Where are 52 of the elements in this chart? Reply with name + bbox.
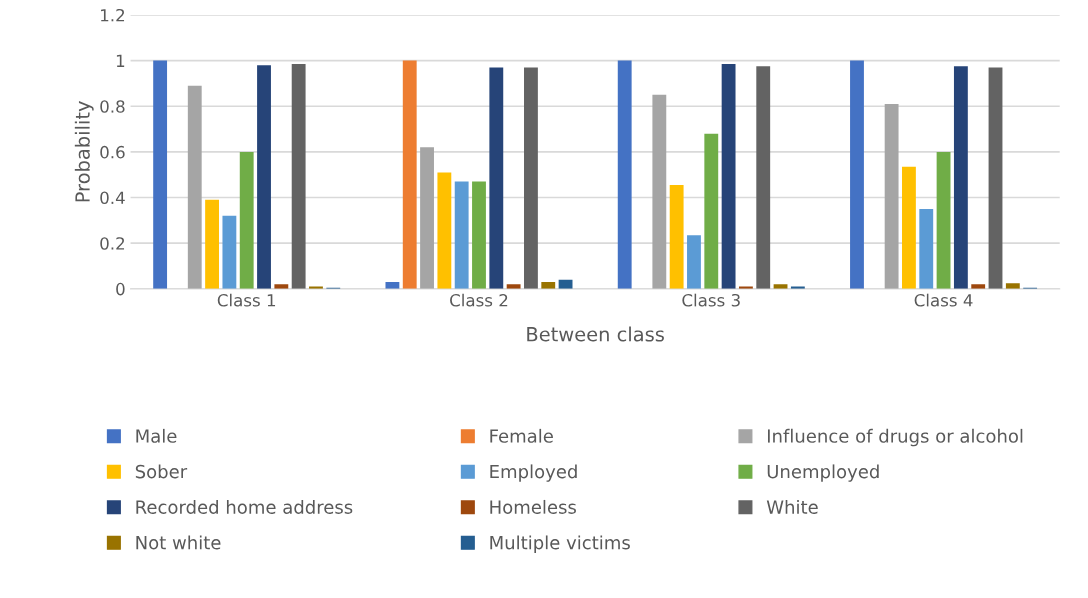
x-axis-title: Between class [527,326,664,342]
bar [687,235,701,289]
bar [704,133,719,289]
x-tick-label: Class 2 [450,293,508,307]
legend-label: Influence of drugs or alcohol [767,428,1023,447]
y-tick-label: 1.2 [101,8,125,22]
legend-label: Not white [136,535,221,550]
legend-label: Recorded home address [136,499,353,514]
legend-label: White [766,499,818,514]
bar [472,181,486,289]
y-tick-label: 0.6 [100,145,125,159]
bar [187,85,202,289]
bar [652,94,667,289]
bar [936,151,951,289]
legend-label: Unemployed [767,464,879,482]
bar [953,66,968,289]
bar [919,208,934,289]
bar [153,60,168,289]
bar [489,67,504,289]
bar [884,103,899,289]
legend-label: Multiple victims [490,535,630,553]
y-tick-label: 1 [116,54,125,67]
y-axis-title: Probability [74,101,94,202]
bar [437,172,452,289]
bar [902,166,916,289]
x-tick-label: Class 1 [217,293,276,307]
legend-label: Homeless [490,499,576,514]
bar [257,65,271,289]
y-tick-label: 0 [116,282,125,296]
legend-label: Sober [135,464,188,479]
bar [402,60,417,289]
legend-label: Female [490,428,553,443]
bar [239,151,254,289]
bar [756,66,771,289]
bar [988,67,1003,289]
legend-label: Employed [490,464,577,482]
bar [205,199,219,289]
bar [420,147,434,289]
bar [222,215,237,289]
y-tick-label: 0.2 [100,237,125,250]
bar [617,60,632,289]
y-tick-label: 0.4 [100,191,125,205]
x-tick-label: Class 3 [682,293,740,307]
bar [454,181,469,289]
bar [669,184,684,289]
bar [721,64,736,289]
bar [291,64,306,289]
legend-label: Male [136,428,177,443]
x-tick-label: Class 4 [914,293,973,307]
y-tick-label: 0.8 [100,100,125,113]
bar [850,60,864,289]
bar [524,67,538,289]
